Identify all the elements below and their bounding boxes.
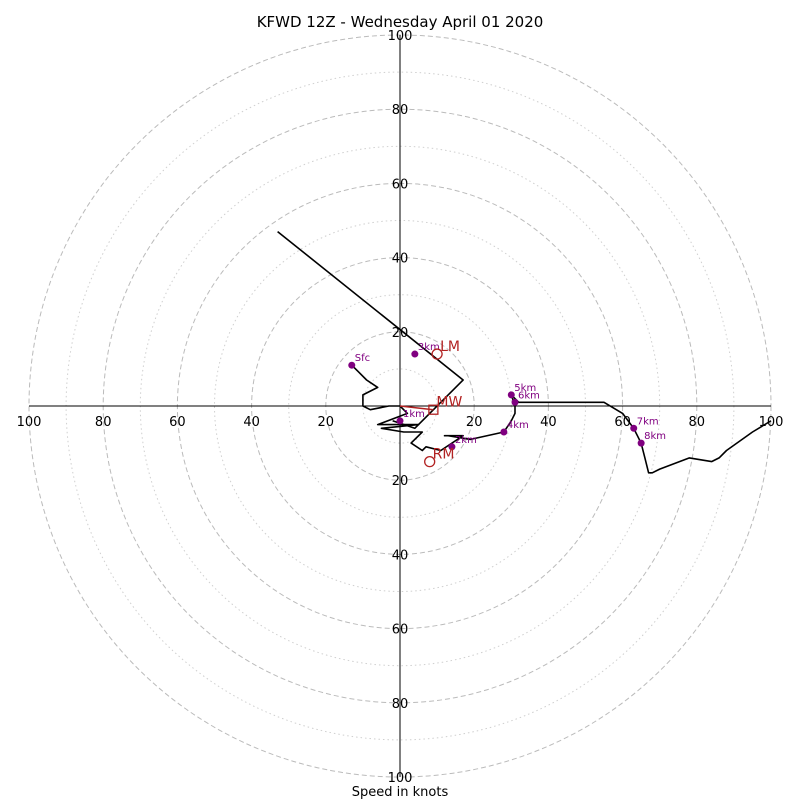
storm-motion-mw (428, 404, 439, 415)
storm-motion-label-lm: LM (440, 339, 460, 355)
x-tick-right: 100 (759, 415, 784, 430)
y-tick-top: 40 (392, 252, 409, 267)
storm-motion-label-rm: RM (433, 447, 455, 463)
height-point-6km (511, 398, 519, 406)
height-point-3km (411, 350, 419, 358)
y-tick-bottom: 20 (392, 474, 409, 489)
height-label-2km: 2km (455, 435, 477, 446)
x-tick-left: 60 (169, 415, 186, 430)
x-tick-left: 80 (95, 415, 112, 430)
x-tick-right: 20 (466, 415, 483, 430)
storm-motion-label-mw: MW (436, 395, 462, 411)
y-tick-bottom: 80 (392, 697, 409, 712)
height-point-2km (448, 443, 456, 451)
y-tick-bottom: 60 (392, 623, 409, 638)
height-label-6km: 6km (518, 390, 540, 401)
x-tick-left: 40 (243, 415, 260, 430)
y-tick-bottom: 40 (392, 548, 409, 563)
wind-trace-spike (277, 230, 464, 430)
storm-motion-lm (431, 348, 443, 360)
height-point-sfc (348, 361, 356, 369)
height-label-8km: 8km (644, 431, 666, 442)
height-label-4km: 4km (507, 420, 529, 431)
storm-motion-markers: LM MW RM (399, 339, 462, 468)
storm-motion-rm (424, 455, 436, 468)
y-tick-top: 60 (392, 177, 409, 192)
y-tick-top: 80 (392, 103, 409, 118)
chart-title: KFWD 12Z - Wednesday April 01 2020 (257, 13, 544, 31)
height-label-sfc: Sfc (355, 353, 370, 364)
tick-labels: 20 20 20 20 40 40 40 40 60 60 60 60 80 80 80 80 100 100 10… (17, 29, 784, 786)
height-label-5km: 5km (514, 383, 536, 394)
x-tick-right: 60 (614, 415, 631, 430)
height-point-5km (507, 391, 515, 399)
x-tick-left: 20 (318, 415, 335, 430)
x-tick-right: 80 (689, 415, 706, 430)
mean-wind-vector (399, 405, 434, 411)
height-label-3km: 3km (418, 342, 440, 353)
height-point-8km (637, 439, 645, 447)
height-point-7km (630, 424, 638, 432)
y-tick-top: 20 (392, 326, 409, 341)
wind-trace-line (351, 364, 772, 474)
height-point-4km (500, 428, 508, 436)
height-label-1km: 1km (403, 409, 425, 420)
x-axis-label: Speed in knots (352, 785, 449, 800)
height-point-1km (396, 417, 404, 425)
x-tick-right: 40 (540, 415, 557, 430)
x-tick-left: 100 (17, 415, 42, 430)
height-label-7km: 7km (637, 416, 659, 427)
hodograph-trace (277, 230, 772, 474)
y-tick-top: 100 (388, 29, 413, 44)
y-tick-bottom: 100 (388, 771, 413, 786)
